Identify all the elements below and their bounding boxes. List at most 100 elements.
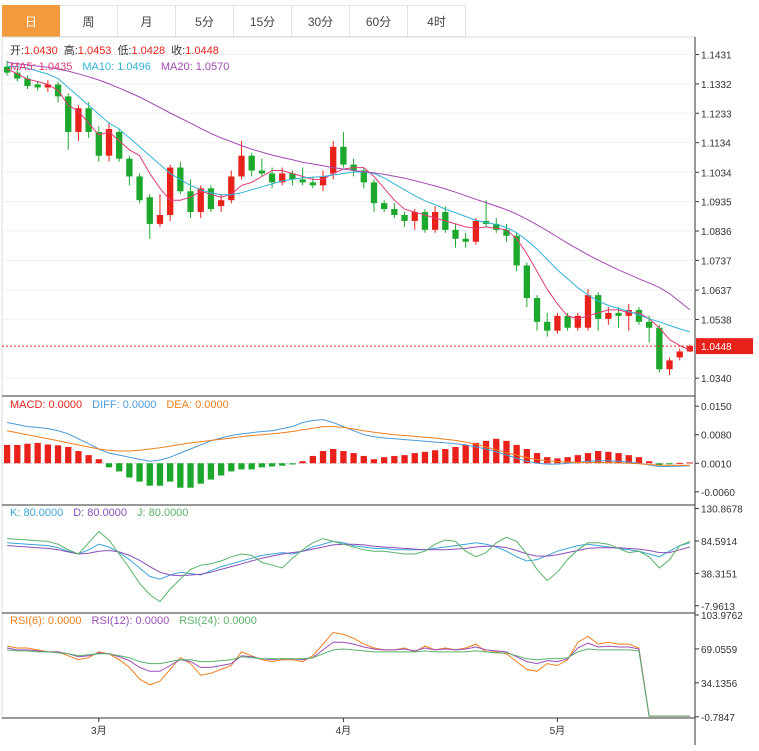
candle-body [574,315,581,328]
price-tick-label: 1.0637 [701,286,732,297]
candle-body [686,346,694,352]
tab-2[interactable]: 月 [118,5,176,37]
moving-average-lines [6,61,691,351]
candle-body [544,321,551,331]
kdj-legend-k: K: 80.0000 [10,507,63,519]
candle-body [503,229,510,236]
tab-6[interactable]: 60分 [350,5,408,37]
candle-body [207,188,215,210]
macd-bar [625,455,632,464]
price-tick-label: 1.0836 [701,227,732,238]
candle-body [166,167,174,216]
rsi-legend-rsi12: RSI(12): 0.0000 [92,615,170,627]
candle-body [319,176,327,186]
close-label: 收: [171,43,185,57]
x-tick-label: 4月 [336,725,352,737]
candle-body [523,265,531,299]
ohlc-legend: 开:1.0430 高:1.0453 低:1.0428 收:1.0448 MA5: 1.… [10,43,229,73]
macd-bar [533,453,541,464]
candle-body [340,146,347,165]
kdj-tick-label: 130.8678 [701,505,743,516]
candle-body [268,173,276,183]
macd-bar [584,453,592,464]
candle-body [217,200,225,207]
k-line [7,540,691,580]
macd-bar [574,455,581,464]
candle-body [187,191,194,213]
candle-body [554,315,561,331]
tab-7[interactable]: 4时 [408,5,466,37]
macd-legend-dea: DEA: 0.0000 [166,399,228,411]
open-value: 1.0430 [24,45,58,57]
macd-bar [564,457,571,464]
last-price-label: 1.0448 [701,342,732,353]
ma5-legend: MA5: 1.0435 [10,61,72,73]
macd-bar [472,442,480,464]
candle-body [156,215,164,224]
tab-0[interactable]: 日 [2,5,60,37]
macd-bar [258,463,266,468]
candle-body [666,360,673,370]
candle-body [360,170,367,183]
macd-tick-label: 0.0080 [701,431,732,442]
candle-body [595,295,602,319]
candle-body [65,96,72,132]
macd-bar [544,457,551,464]
macd-bar [116,463,123,472]
macd-tick-label: -0.0060 [701,488,735,499]
macd-bar [360,455,367,464]
candle-body [248,155,255,171]
candle-body [146,197,153,224]
tab-4[interactable]: 15分 [234,5,292,37]
high-label: 高: [64,43,78,57]
rsi-legend-rsi24: RSI(24): 0.0000 [179,615,257,627]
close-value: 1.0448 [185,45,219,57]
candle-body [330,146,337,174]
macd-bar [340,451,347,464]
macd-bar [126,463,133,478]
macd-panel [2,419,695,488]
candle-body [126,158,133,177]
price-tick-label: 1.0340 [701,374,732,385]
macd-legend: MACD: 0.0000 DIFF: 0.0000 DEA: 0.0000 [10,399,229,411]
macd-bar [421,451,429,464]
macd-bar [289,463,296,465]
macd-legend-diff: DIFF: 0.0000 [92,399,156,411]
price-tick-label: 1.0935 [701,198,732,209]
candle-body [513,235,520,266]
macd-bar [493,438,500,464]
rsi-tick-label: 34.1356 [701,679,738,690]
macd-bar [177,463,184,488]
candle-body [656,327,663,370]
macd-tick-label: 0.0010 [701,459,732,470]
candle-body [24,78,31,86]
macd-bar [268,463,276,467]
kdj-panel [7,530,691,603]
candle-body [401,215,408,221]
ma20-legend: MA20: 1.0570 [161,61,230,73]
macd-bar [207,463,215,480]
tab-3[interactable]: 5分 [176,5,234,37]
kdj-legend-d: D: 80.0000 [73,507,127,519]
macd-tick-label: 0.0150 [701,402,732,413]
rsi6-line [7,631,690,717]
high-value: 1.0453 [78,45,112,57]
macd-bar [462,444,469,464]
candle-body [462,238,469,242]
candle-body [289,173,296,180]
candle-body [564,315,571,328]
rsi12-line [7,641,690,717]
candle-body [105,128,113,156]
macd-bar [85,455,92,464]
price-tick-label: 1.1233 [701,109,732,120]
kdj-legend-j: J: 80.0000 [137,507,188,519]
macd-bar [319,451,327,464]
macd-bar [401,455,408,464]
candle-body [228,176,235,201]
candle-body [238,155,245,177]
macd-bar [350,453,357,464]
ma10-legend: MA10: 1.0496 [82,61,151,73]
macd-bar [14,444,21,464]
price-tick-label: 1.1034 [701,168,732,179]
macd-bar [686,462,694,464]
